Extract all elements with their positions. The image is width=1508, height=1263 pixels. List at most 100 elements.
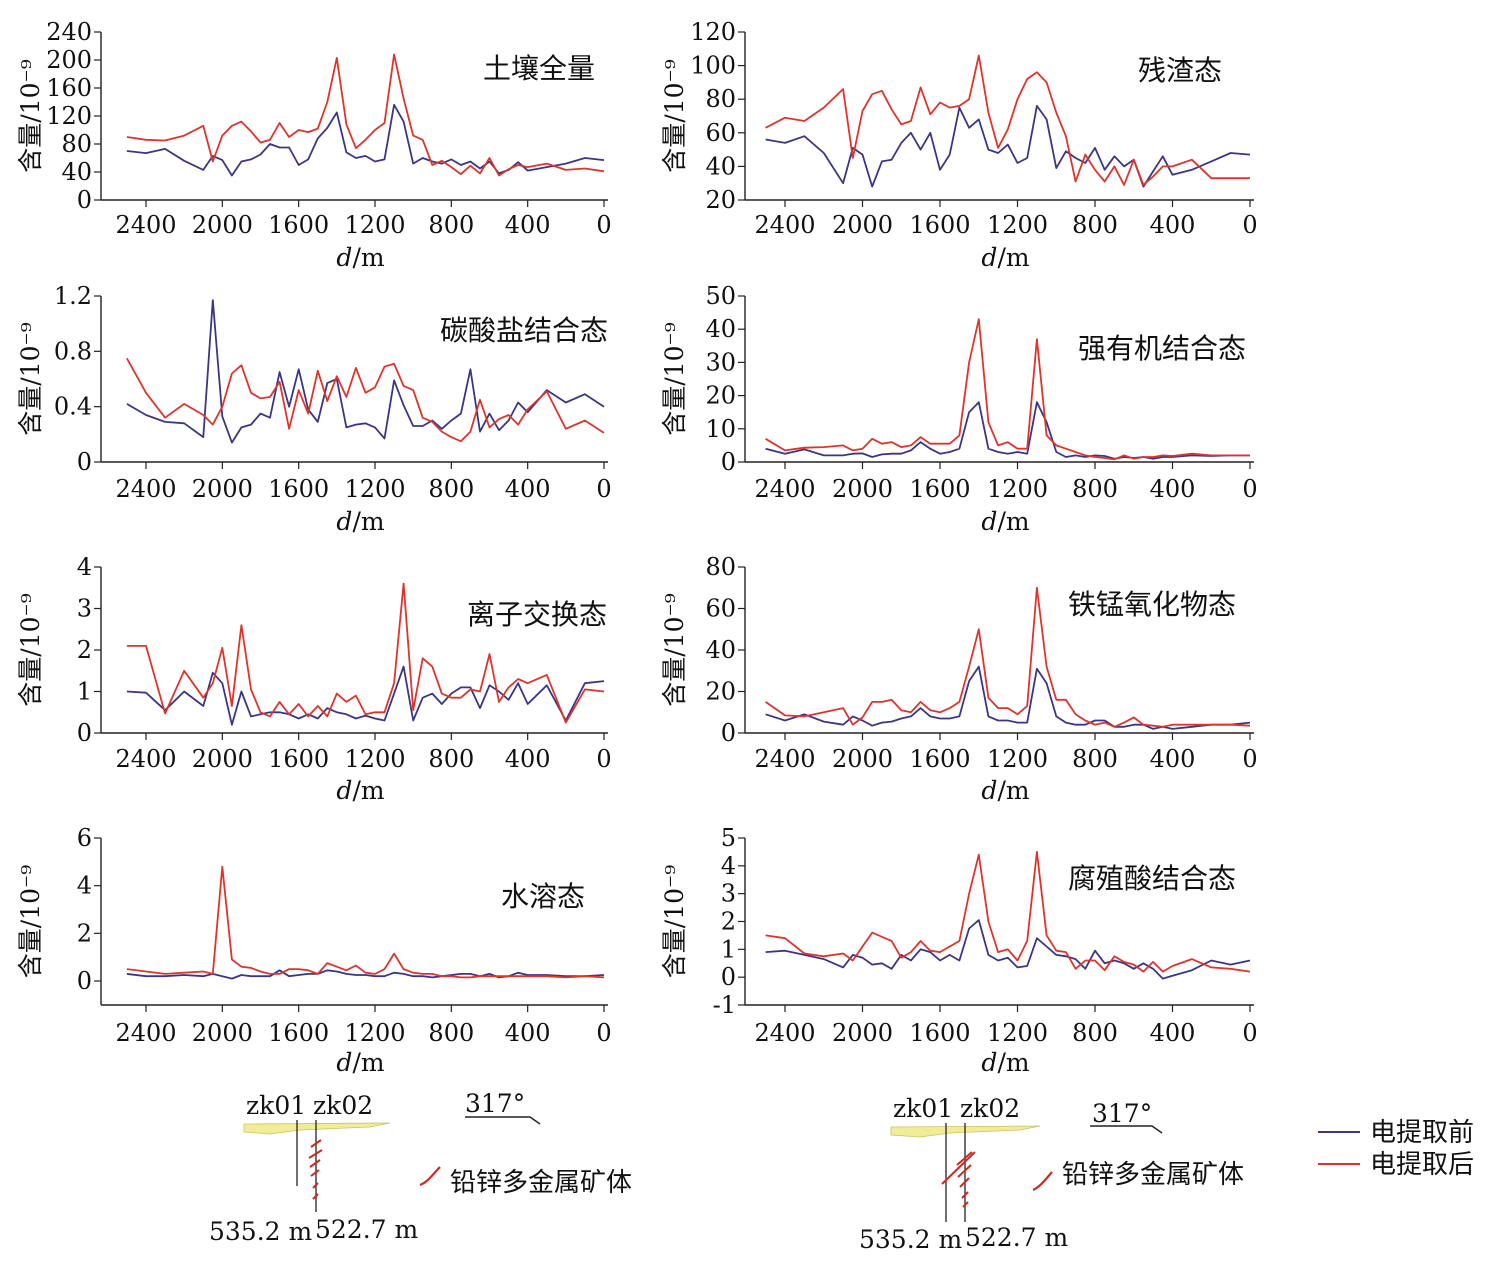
y-tick-label: 0 [77,719,92,747]
y-tick-label: 40 [705,152,736,180]
x-axis-label: d/m [981,243,1029,272]
chart-title: 强有机结合态 [1078,332,1246,365]
y-tick-label: 60 [705,119,736,147]
hole-label-zk01: zk01 [246,1091,306,1120]
x-axis-label: d/m [981,776,1029,805]
x-tick-label: 1600 [909,211,970,239]
series-line-before [765,401,1250,460]
series-line-before [765,105,1251,188]
y-tick-label: 3 [77,595,92,623]
chart-title: 水溶态 [501,880,585,913]
y-tick-label: 60 [705,595,736,623]
ore-legend-label: 铅锌多金属矿体 [1062,1160,1244,1190]
series-line-before [126,103,605,177]
x-tick-label: 400 [505,745,551,773]
y-tick-label: 200 [46,46,92,74]
y-tick-label: 40 [705,636,736,664]
y-tick-label: 120 [690,18,736,46]
x-tick-label: 400 [1150,745,1196,773]
y-axis-label: 含量/10⁻⁹ [660,59,689,172]
x-tick-label: 1200 [344,475,405,503]
x-tick-label: 2400 [754,1019,815,1047]
y-tick-label: 5 [721,824,736,852]
ore-legend-mark [419,1166,441,1187]
series-line-after [126,865,605,979]
y-tick-label: 20 [705,678,736,706]
chart-panel-7: 0 2 4 6 2400 2000 1600 1200 800 400 0 d/m 含量/10⁻⁹ 水溶态 [16,824,612,1077]
x-tick-label: 0 [596,745,611,773]
azimuth-arrow [1090,1125,1163,1134]
x-tick-label: 800 [1072,1019,1118,1047]
x-tick-label: 2000 [192,211,253,239]
y-axis-label: 含量/10⁻⁹ [16,59,45,172]
series-line-after [126,53,605,177]
chart-panel-6: 0 20 40 60 80 2400 2000 1600 1200 800 400 0 d/m 含量/10… [660,553,1258,805]
x-tick-label: 2000 [832,745,893,773]
x-tick-label: 1200 [987,745,1048,773]
x-tick-label: 2000 [832,211,893,239]
y-tick-label: 10 [705,415,736,443]
x-tick-label: 800 [428,745,474,773]
orebody-marks [308,1139,323,1200]
series-line-after [126,582,605,724]
x-axis-label: d/m [336,243,384,272]
chart-title: 残渣态 [1138,54,1222,87]
series-line-before [765,919,1251,980]
chart-title: 离子交换态 [467,598,607,631]
x-tick-label: 1600 [909,1019,970,1047]
azimuth-label: 317° [1092,1099,1152,1128]
x-tick-label: 800 [428,475,474,503]
x-tick-label: 400 [505,1019,551,1047]
orebody-marks [941,1151,976,1208]
surface-sediment [243,1122,391,1135]
y-tick-label: 0 [77,448,92,476]
y-tick-label: 6 [77,824,92,852]
x-tick-label: 2400 [754,475,815,503]
chart-panel-5: 0 1 2 3 4 2400 2000 1600 1200 800 400 0 d/m 含量/10⁻⁹ 离子… [16,553,612,805]
ore-legend-label: 铅锌多金属矿体 [450,1168,632,1198]
y-tick-label: 20 [705,382,736,410]
x-axis-label: d/m [336,776,384,805]
chart-panel-4: 0 10 20 30 40 50 2400 2000 1600 1200 800 400 0 d/m 含量/… [660,282,1258,536]
x-tick-label: 800 [1072,211,1118,239]
x-tick-label: 2000 [832,1019,893,1047]
y-tick-label: 0 [721,448,736,476]
y-tick-label: -1 [713,991,736,1019]
x-axis-label: d/m [336,507,384,536]
x-tick-label: 0 [1242,475,1257,503]
y-axis-label: 含量/10⁻⁹ [16,593,45,706]
x-tick-label: 1200 [344,745,405,773]
y-tick-label: 1 [721,935,736,963]
hole-label-zk02: zk02 [313,1091,373,1120]
series-line-before [126,299,605,444]
x-tick-label: 400 [505,475,551,503]
x-tick-label: 0 [596,475,611,503]
y-tick-label: 20 [705,186,736,214]
depth-label-zk01: 535.2 m [859,1225,963,1254]
x-tick-label: 400 [505,211,551,239]
x-tick-label: 2000 [832,475,893,503]
y-tick-label: 3 [721,880,736,908]
y-tick-label: 4 [721,852,736,880]
y-tick-label: 0.4 [54,393,92,421]
y-tick-label: 0 [721,963,736,991]
series-line-after [765,851,1251,973]
x-tick-label: 2400 [754,211,815,239]
legend: 电提取前 电提取后 [1318,1118,1474,1180]
y-axis-label: 含量/10⁻⁹ [16,322,45,435]
chart-title: 土壤全量 [483,52,595,85]
x-tick-label: 0 [1242,745,1257,773]
azimuth-arrow [465,1116,541,1125]
x-tick-label: 2400 [754,745,815,773]
x-tick-label: 800 [428,1019,474,1047]
x-tick-label: 1600 [268,1019,329,1047]
x-tick-label: 1200 [344,211,405,239]
series-line-after [765,54,1250,186]
x-tick-label: 0 [596,211,611,239]
x-tick-label: 400 [1150,1019,1196,1047]
y-tick-label: 0.8 [54,337,92,365]
y-tick-label: 80 [705,85,736,113]
x-tick-label: 2000 [192,475,253,503]
y-tick-label: 100 [690,52,736,80]
